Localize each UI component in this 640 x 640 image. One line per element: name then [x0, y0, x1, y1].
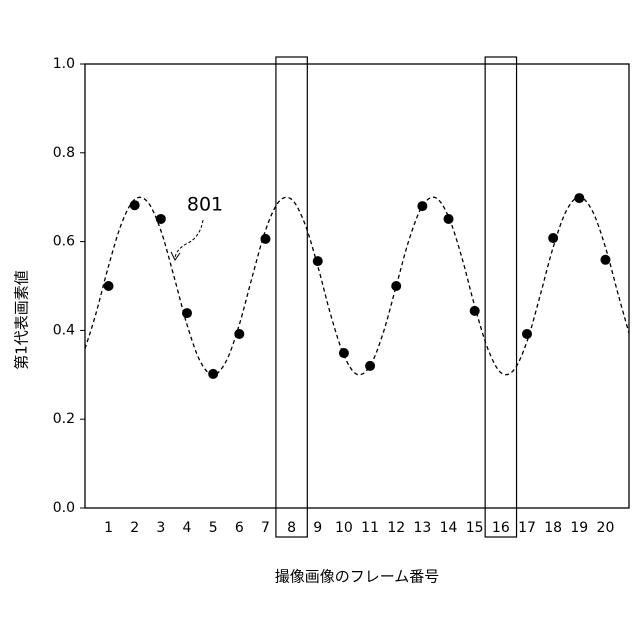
highlight-box	[276, 57, 307, 537]
x-tick-label: 19	[570, 520, 588, 536]
data-point	[391, 281, 401, 291]
data-point	[234, 329, 244, 339]
data-point	[104, 281, 114, 291]
x-axis-label: 撮像画像のフレーム番号	[275, 568, 440, 586]
data-point	[470, 306, 480, 316]
data-point	[156, 214, 166, 224]
x-tick-label: 15	[466, 520, 484, 536]
data-point	[313, 256, 323, 266]
chart: 撮像画像のフレーム番号 第1代表画素値 801 0.0 0.2 0.4 0.6 0.8 1…	[0, 0, 640, 640]
y-tick-label: 0.4	[53, 322, 75, 338]
x-tick-label: 20	[597, 520, 615, 536]
data-point	[574, 193, 584, 203]
data-point	[182, 308, 192, 318]
data-point	[600, 255, 610, 265]
x-tick-label: 8	[287, 520, 296, 536]
x-tick-label: 3	[156, 520, 165, 536]
x-tick-label: 9	[313, 520, 322, 536]
x-tick-label: 10	[335, 520, 353, 536]
x-tick-label: 18	[544, 520, 562, 536]
x-tick-label: 4	[183, 520, 192, 536]
x-tick-label: 17	[518, 520, 536, 536]
data-point	[522, 329, 532, 339]
data-point	[339, 348, 349, 358]
plot-frame	[85, 64, 629, 508]
x-tick-label: 5	[209, 520, 218, 536]
y-tick-label: 0.0	[53, 500, 75, 516]
fitted-curve	[85, 197, 629, 375]
data-point	[365, 361, 375, 371]
y-tick-label: 0.6	[53, 234, 75, 250]
data-point	[444, 214, 454, 224]
data-point	[548, 233, 558, 243]
annotation: 801	[187, 194, 223, 216]
x-tick-label: 7	[261, 520, 270, 536]
x-tick-label: 11	[361, 520, 379, 536]
y-tick-label: 0.2	[53, 411, 75, 427]
data-point	[208, 369, 218, 379]
annotation-leader	[175, 220, 203, 258]
x-tick-label: 12	[387, 520, 405, 536]
x-tick-label: 14	[440, 520, 458, 536]
x-tick-label: 13	[413, 520, 431, 536]
y-tick-label: 0.8	[53, 145, 75, 161]
y-tick-label: 1.0	[53, 56, 75, 72]
x-tick-label: 16	[492, 520, 510, 536]
highlight-box	[485, 57, 516, 537]
x-tick-label: 6	[235, 520, 244, 536]
data-point	[260, 234, 270, 244]
data-point	[417, 201, 427, 211]
x-tick-label: 2	[130, 520, 139, 536]
y-axis-label: 第1代表画素値	[13, 270, 31, 370]
data-point	[130, 200, 140, 210]
x-tick-label: 1	[104, 520, 113, 536]
